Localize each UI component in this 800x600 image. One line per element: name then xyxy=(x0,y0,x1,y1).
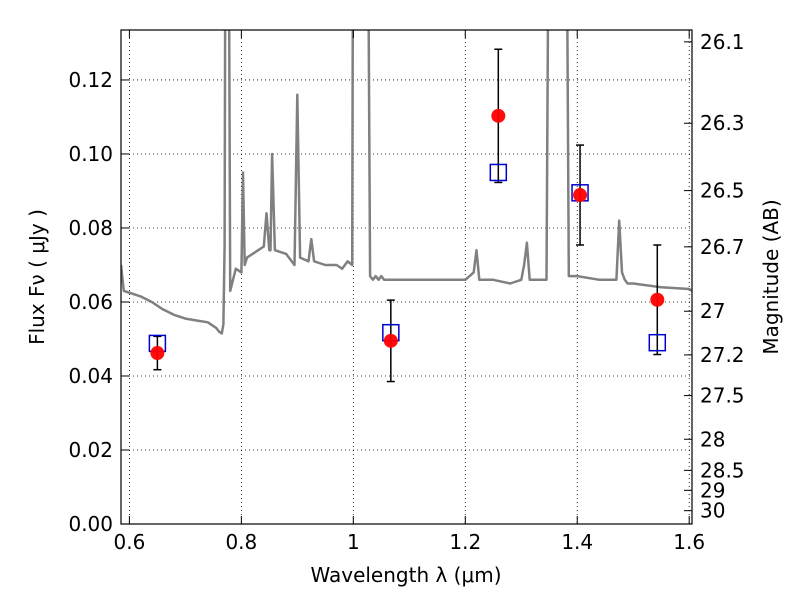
observed-point xyxy=(573,188,588,203)
y-tick-label: 0.12 xyxy=(68,68,113,92)
right-tick-label: 26.1 xyxy=(700,30,745,54)
right-tick-label: 28 xyxy=(700,427,725,451)
observed-point xyxy=(491,108,506,123)
plot-frame xyxy=(120,29,693,525)
observed-point xyxy=(650,292,665,307)
x-tick-label: 1.2 xyxy=(449,530,481,554)
x-tick-label: 1.4 xyxy=(561,530,593,554)
model-spectrum-line xyxy=(121,30,692,335)
y-tick-label: 0.02 xyxy=(68,438,113,462)
right-tick-label: 29 xyxy=(700,478,725,502)
y-tick-label: 0.10 xyxy=(68,142,113,166)
right-tick-label: 28.5 xyxy=(700,458,745,482)
right-tick-label: 27 xyxy=(700,299,725,323)
model-spectrum-layer xyxy=(121,30,692,335)
y-tick-label: 0.08 xyxy=(68,216,113,240)
right-tick-label: 30 xyxy=(700,499,725,523)
right-tick-label: 27.2 xyxy=(700,343,745,367)
x-tick-label: 0.8 xyxy=(225,530,257,554)
axis-ticks: 0.6 0.8 1 1.2 1.4 1.6 0.00 0.02 0.04 0.06 0.08 0.10… xyxy=(68,30,744,554)
observed-point xyxy=(383,333,398,348)
y-axis-label: Flux Fν ( μJy ) xyxy=(25,209,49,345)
right-tick-label: 26.5 xyxy=(700,179,745,203)
observed-points-layer xyxy=(150,108,665,361)
right-tick-label: 26.7 xyxy=(700,235,745,259)
model-point xyxy=(648,333,667,352)
x-tick-label: 1.6 xyxy=(673,530,705,554)
x-tick-label: 1 xyxy=(347,530,360,554)
right-axis-label: Magnitude (AB) xyxy=(759,199,783,354)
y-tick-label: 0.00 xyxy=(68,512,113,536)
y-tick-label: 0.06 xyxy=(68,290,113,314)
x-tick-label: 0.6 xyxy=(113,530,145,554)
observed-point xyxy=(150,346,165,361)
right-tick-label: 26.3 xyxy=(700,111,745,135)
y-tick-label: 0.04 xyxy=(68,364,113,388)
model-point xyxy=(489,163,508,182)
x-axis-label: Wavelength λ (μm) xyxy=(310,563,501,587)
right-tick-label: 27.5 xyxy=(700,384,745,408)
